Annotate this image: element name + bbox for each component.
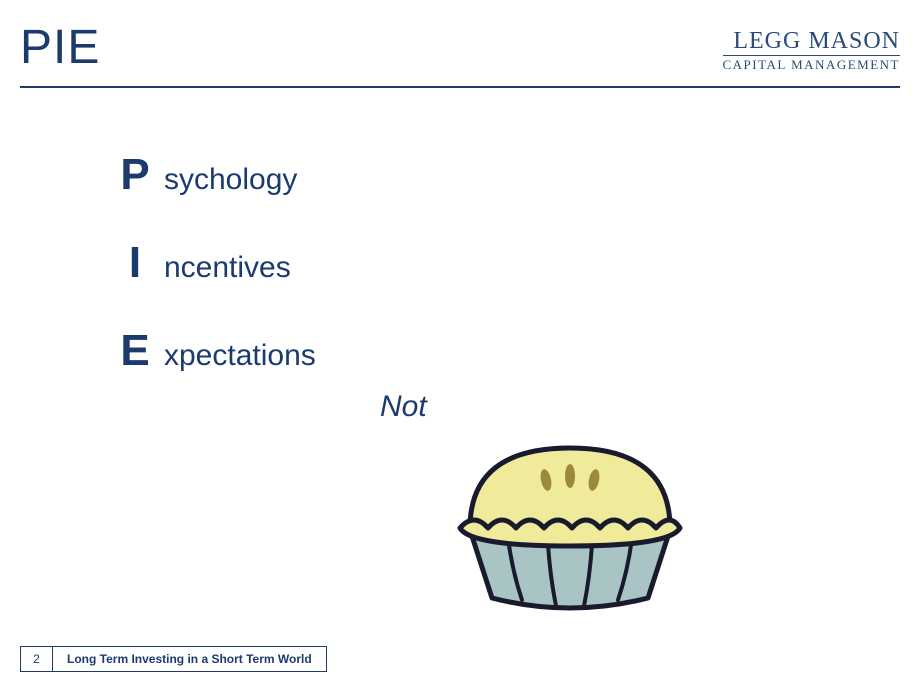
header-rule bbox=[20, 86, 900, 88]
logo-sub-text: CAPITAL MANAGEMENT bbox=[723, 55, 901, 73]
acronym-letter: E bbox=[110, 326, 160, 376]
acronym-letter: I bbox=[110, 238, 160, 288]
acronym-rest: sychology bbox=[164, 163, 297, 197]
page-number: 2 bbox=[21, 647, 53, 671]
pie-vent bbox=[565, 464, 575, 488]
acronym-row: P sychology bbox=[110, 150, 316, 200]
acronym-row: E xpectations bbox=[110, 326, 316, 376]
logo-main-text: LEGG MASON bbox=[723, 28, 901, 55]
pie-icon bbox=[430, 430, 710, 620]
company-logo: LEGG MASON CAPITAL MANAGEMENT bbox=[723, 28, 901, 73]
pie-illustration bbox=[430, 430, 710, 625]
acronym-row: I ncentives bbox=[110, 238, 316, 288]
acronym-block: P sychology I ncentives E xpectations bbox=[110, 150, 316, 414]
acronym-letter: P bbox=[110, 150, 160, 200]
acronym-rest: ncentives bbox=[164, 251, 291, 285]
acronym-rest: xpectations bbox=[164, 339, 316, 373]
slide-footer: 2 Long Term Investing in a Short Term Wo… bbox=[20, 646, 327, 672]
pie-crust-rim bbox=[460, 520, 680, 546]
footer-title: Long Term Investing in a Short Term Worl… bbox=[53, 647, 326, 671]
not-label: Not bbox=[380, 390, 427, 424]
